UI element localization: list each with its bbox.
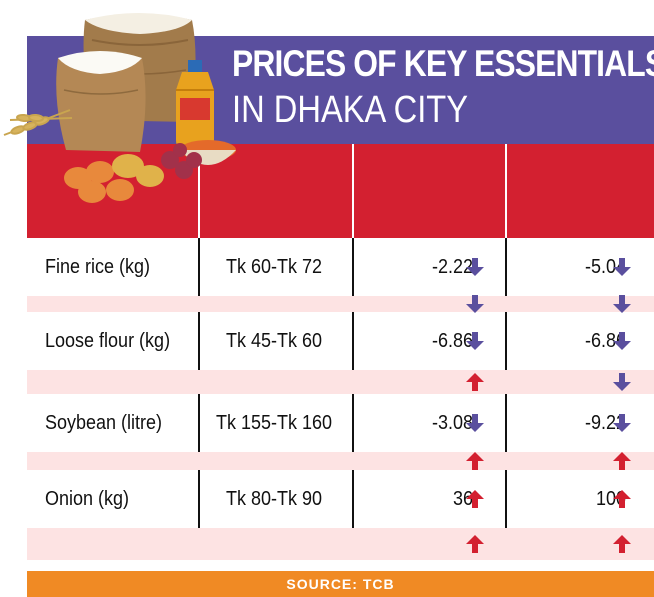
- table-subrow: [27, 296, 654, 312]
- column-divider: [352, 394, 354, 452]
- change-value-1: -6.86: [431, 330, 473, 352]
- column-divider: [505, 470, 507, 528]
- column-divider: [198, 238, 200, 296]
- change-arrow-2-icon: [613, 414, 631, 432]
- table-row: Onion (kg) Tk 80-Tk 90 36 100: [27, 470, 654, 528]
- sub-arrow-2-icon: [613, 295, 631, 313]
- table-row: Loose flour (kg) Tk 45-Tk 60 -6.86 -6.86: [27, 312, 654, 370]
- oil-bottle-icon: [176, 60, 214, 150]
- column-divider: [198, 394, 200, 452]
- flour-sack-icon: [56, 51, 146, 152]
- title-line-2: IN DHAKA CITY: [232, 89, 469, 131]
- table-subrow: [27, 452, 654, 470]
- change-value-1: -2.22: [431, 256, 473, 278]
- sub-arrow-2-icon: [613, 373, 631, 391]
- change-value-2: 100: [595, 488, 626, 510]
- item-name: Loose flour (kg): [45, 330, 171, 352]
- change-arrow-2-icon: [613, 332, 631, 350]
- item-name: Onion (kg): [45, 488, 130, 510]
- wheat-icon: [3, 109, 73, 136]
- potatoes-icon: [112, 154, 164, 187]
- header-divider-1: [198, 144, 200, 238]
- column-divider: [505, 394, 507, 452]
- price-range: Tk 80-Tk 90: [225, 488, 323, 510]
- change-value-2: -5.04: [584, 256, 626, 278]
- header-divider-2: [352, 144, 354, 238]
- column-divider: [198, 470, 200, 528]
- eggs-icon: [64, 161, 134, 203]
- change-value-1: 36: [452, 488, 473, 510]
- price-range: Tk 60-Tk 72: [225, 256, 323, 278]
- groceries-illustration: [3, 13, 236, 203]
- change-arrow-2-icon: [613, 258, 631, 276]
- column-divider: [352, 470, 354, 528]
- change-value-2: -9.22: [584, 412, 626, 434]
- header-divider-3: [505, 144, 507, 238]
- change-arrow-1-icon: [466, 258, 484, 276]
- sub-arrow-1-icon: [466, 295, 484, 313]
- column-divider: [198, 312, 200, 370]
- change-value-2: -6.86: [584, 330, 626, 352]
- sub-arrow-1-icon: [466, 535, 484, 553]
- footer-bar: SOURCE: TCB: [27, 571, 654, 597]
- column-divider: [505, 312, 507, 370]
- onions-icon: [161, 143, 202, 179]
- source-label: SOURCE: TCB: [286, 576, 395, 592]
- sub-arrow-2-icon: [613, 535, 631, 553]
- price-range: Tk 45-Tk 60: [225, 330, 323, 352]
- price-range: Tk 155-Tk 160: [215, 412, 333, 434]
- table-row: Fine rice (kg) Tk 60-Tk 72 -2.22 -5.04: [27, 238, 654, 296]
- column-divider: [505, 238, 507, 296]
- table-row: Soybean (litre) Tk 155-Tk 160 -3.08 -9.22: [27, 394, 654, 452]
- item-name: Soybean (litre): [45, 412, 163, 434]
- table-subrow: [27, 528, 654, 560]
- sub-arrow-1-icon: [466, 373, 484, 391]
- title-line-1: PRICES OF KEY ESSENTIALS: [232, 43, 654, 84]
- change-arrow-1-icon: [466, 490, 484, 508]
- sub-arrow-1-icon: [466, 452, 484, 470]
- item-name: Fine rice (kg): [45, 256, 151, 278]
- change-arrow-1-icon: [466, 414, 484, 432]
- sub-arrow-2-icon: [613, 452, 631, 470]
- column-divider: [352, 312, 354, 370]
- change-value-1: -3.08: [431, 412, 473, 434]
- column-divider: [352, 238, 354, 296]
- change-arrow-2-icon: [613, 490, 631, 508]
- table-subrow: [27, 370, 654, 394]
- change-arrow-1-icon: [466, 332, 484, 350]
